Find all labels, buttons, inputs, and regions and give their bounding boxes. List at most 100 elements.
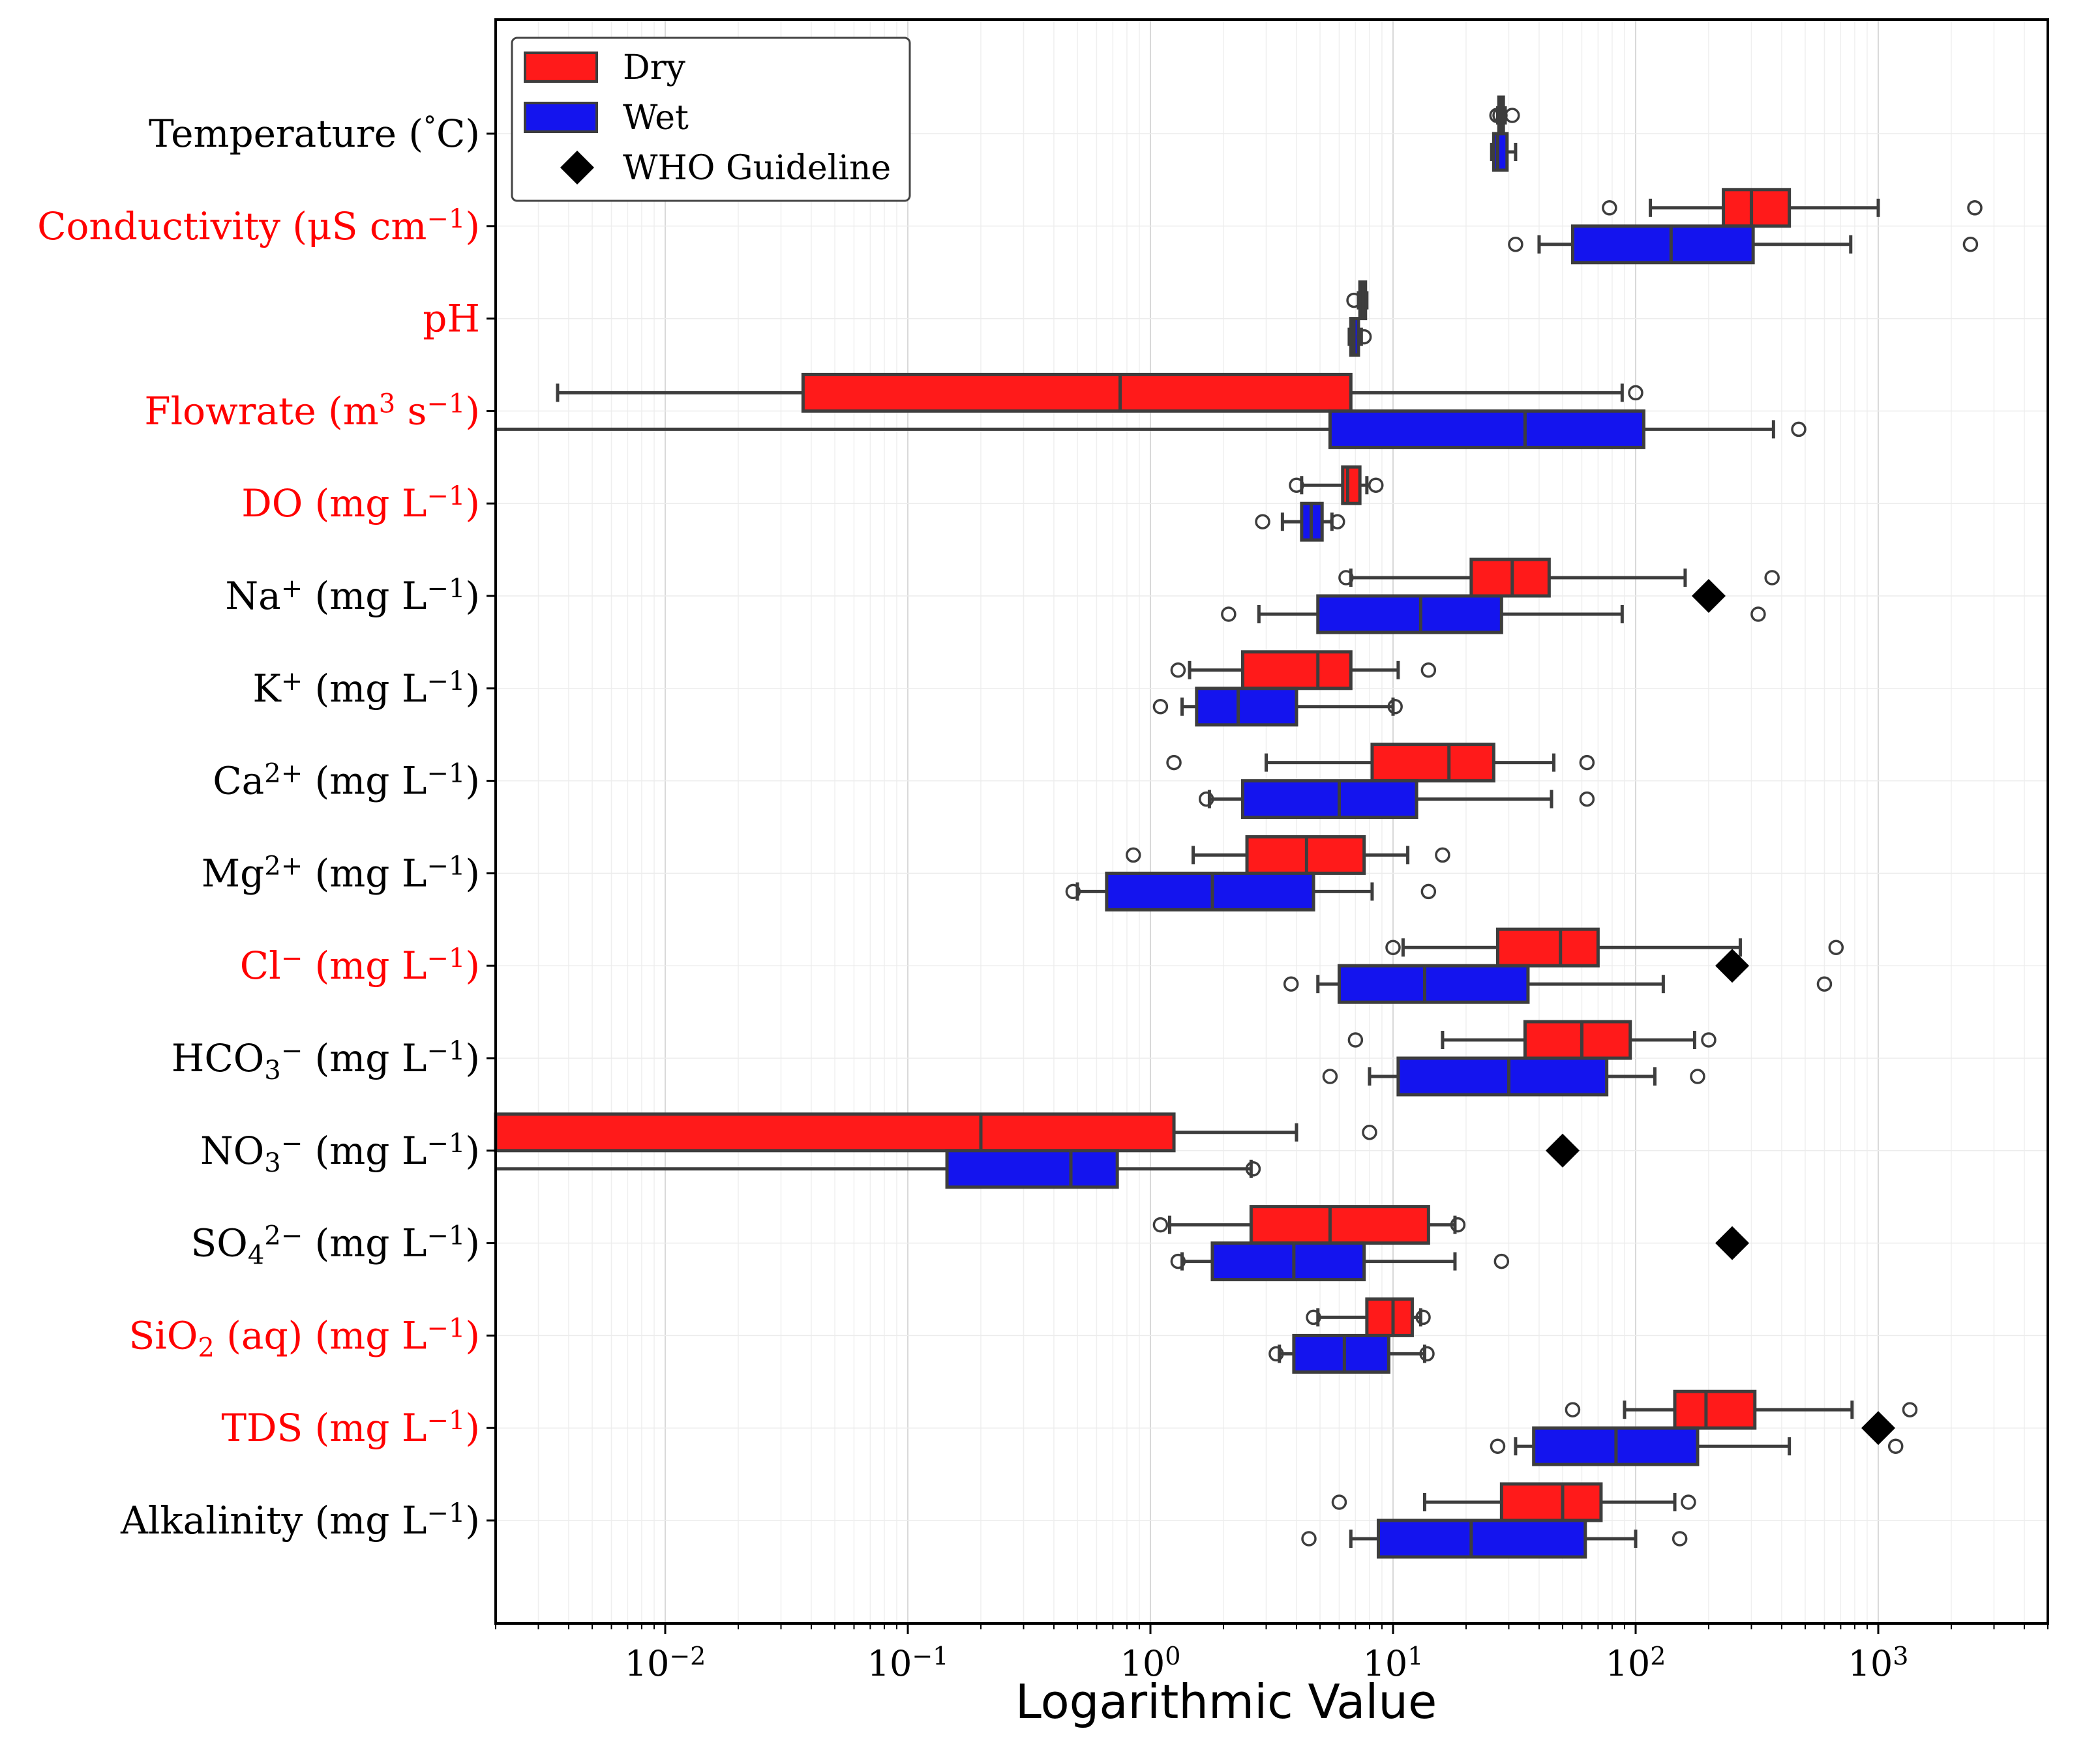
- category-label-part: HCO: [172, 1036, 265, 1080]
- who-guideline-marker: [1546, 1133, 1580, 1168]
- wet-box: [945, 1149, 1119, 1189]
- category-label-part: Flowrate (m: [144, 389, 378, 433]
- category-label: SiO2 (aq) (mg L−1): [129, 1313, 480, 1363]
- x-tick-base: 10: [1848, 1643, 1893, 1684]
- wet-outlier: [1356, 329, 1372, 345]
- wet-outlier: [1221, 606, 1237, 622]
- x-tick-label: 100: [1120, 1642, 1181, 1684]
- dry-outlier: [1681, 1494, 1696, 1510]
- category-group: [1221, 557, 1780, 634]
- dry-outlier: [1166, 754, 1182, 771]
- x-tick-base: 10: [625, 1643, 670, 1684]
- dry-box: [1722, 188, 1792, 228]
- category-group: [1065, 835, 1450, 911]
- plot-frame: [494, 18, 2049, 1625]
- dry-outlier: [1152, 1217, 1169, 1233]
- category-label-part: ): [465, 943, 480, 988]
- category-label: SO42− (mg L−1): [191, 1221, 480, 1271]
- category-label: Conductivity (μS cm−1): [37, 204, 480, 248]
- wet-outlier: [1493, 1253, 1510, 1269]
- dry-box: [1249, 1205, 1430, 1245]
- dry-outlier: [1764, 570, 1780, 585]
- category-label-part: ): [465, 1036, 480, 1080]
- category-label-part: 3: [264, 1056, 280, 1086]
- category-label-part: −1: [427, 943, 465, 973]
- wet-outlier: [1672, 1531, 1688, 1547]
- dry-box: [1341, 465, 1362, 505]
- category-label-part: Conductivity (μS cm: [37, 204, 427, 248]
- wet-box: [1240, 779, 1418, 820]
- dry-outlier: [1579, 754, 1595, 771]
- wet-box: [1376, 1518, 1587, 1559]
- category-label-part: ): [465, 1129, 480, 1173]
- category-label: Flowrate (m3 s−1): [144, 389, 480, 433]
- category-label: HCO3− (mg L−1): [172, 1036, 480, 1086]
- category-label: Mg2+ (mg L−1): [202, 851, 480, 895]
- legend-label: Wet: [623, 98, 689, 138]
- dry-outlier: [1828, 940, 1844, 955]
- wet-outlier: [1198, 791, 1214, 807]
- category-label-part: ): [465, 1221, 480, 1266]
- x-tick-label: 103: [1848, 1642, 1909, 1684]
- wet-box: [1316, 594, 1503, 634]
- legend-dry-swatch: [524, 52, 598, 83]
- dry-box: [1523, 1020, 1632, 1060]
- category-label-part: ): [465, 204, 480, 248]
- dry-outlier: [1368, 477, 1384, 493]
- dry-box: [1370, 743, 1495, 783]
- category-label-part: 3: [379, 389, 395, 419]
- legend-label: WHO Guideline: [623, 149, 891, 188]
- dry-outlier: [1347, 1032, 1364, 1048]
- dry-box: [1673, 1389, 1757, 1430]
- category-label-part: ): [465, 759, 480, 803]
- dry-outlier: [1902, 1402, 1918, 1417]
- wet-outlier: [1065, 883, 1081, 900]
- wet-outlier: [1420, 883, 1437, 900]
- x-tick-exponent: 3: [1893, 1642, 1908, 1670]
- legend: Dry Wet WHO Guideline: [511, 37, 911, 202]
- dry-box: [1499, 1482, 1603, 1522]
- category-label-part: (aq) (mg L: [215, 1313, 427, 1357]
- category-label: Alkalinity (mg L−1): [120, 1498, 480, 1543]
- wet-outlier: [1301, 1531, 1317, 1547]
- x-tick-label: 102: [1606, 1642, 1666, 1684]
- category-label-part: −: [281, 943, 303, 973]
- who-guideline-marker: [1691, 579, 1726, 613]
- category-label-part: °: [423, 111, 436, 141]
- category-group: [1283, 927, 1844, 1004]
- category-label: Cl− (mg L−1): [240, 943, 480, 988]
- wet-box: [1195, 687, 1298, 727]
- wet-outlier: [1750, 606, 1766, 622]
- category-group: [1322, 1020, 1717, 1097]
- category-label-part: Cl: [240, 943, 281, 988]
- wet-box: [1105, 871, 1315, 911]
- x-tick-exponent: 0: [1165, 1642, 1180, 1670]
- legend-wet-swatch: [524, 102, 598, 133]
- category-label-part: Alkalinity (mg L: [120, 1498, 427, 1543]
- dry-outlier: [1170, 662, 1186, 678]
- category-label-part: Ca: [213, 759, 264, 803]
- dry-outlier: [1435, 847, 1450, 863]
- x-tick-exponent: 1: [1407, 1642, 1423, 1670]
- dry-box: [1469, 557, 1551, 598]
- dry-outlier: [1346, 292, 1362, 308]
- box-plots: [494, 95, 1983, 1559]
- wet-outlier: [1387, 699, 1403, 715]
- category-group: [1152, 1205, 1750, 1282]
- x-tick-base: 10: [1120, 1643, 1165, 1684]
- category-label-part: −1: [427, 1406, 465, 1436]
- wet-outlier: [1962, 237, 1979, 252]
- who-guideline-marker: [1715, 949, 1750, 983]
- who-guideline-marker: [1715, 1226, 1750, 1260]
- x-tick-exponent: 2: [1650, 1642, 1666, 1670]
- category-label: DO (mg L−1): [241, 481, 480, 526]
- dry-outlier: [1125, 847, 1141, 863]
- dry-outlier: [1289, 477, 1304, 493]
- category-group: [1489, 95, 1520, 172]
- category-label-part: −1: [427, 1036, 465, 1066]
- category-labels: Temperature (°C)Conductivity (μS cm−1)pH…: [37, 111, 496, 1543]
- wet-box: [1396, 1056, 1609, 1097]
- wet-outlier: [1152, 699, 1169, 715]
- x-tick-label: 10−1: [867, 1642, 949, 1684]
